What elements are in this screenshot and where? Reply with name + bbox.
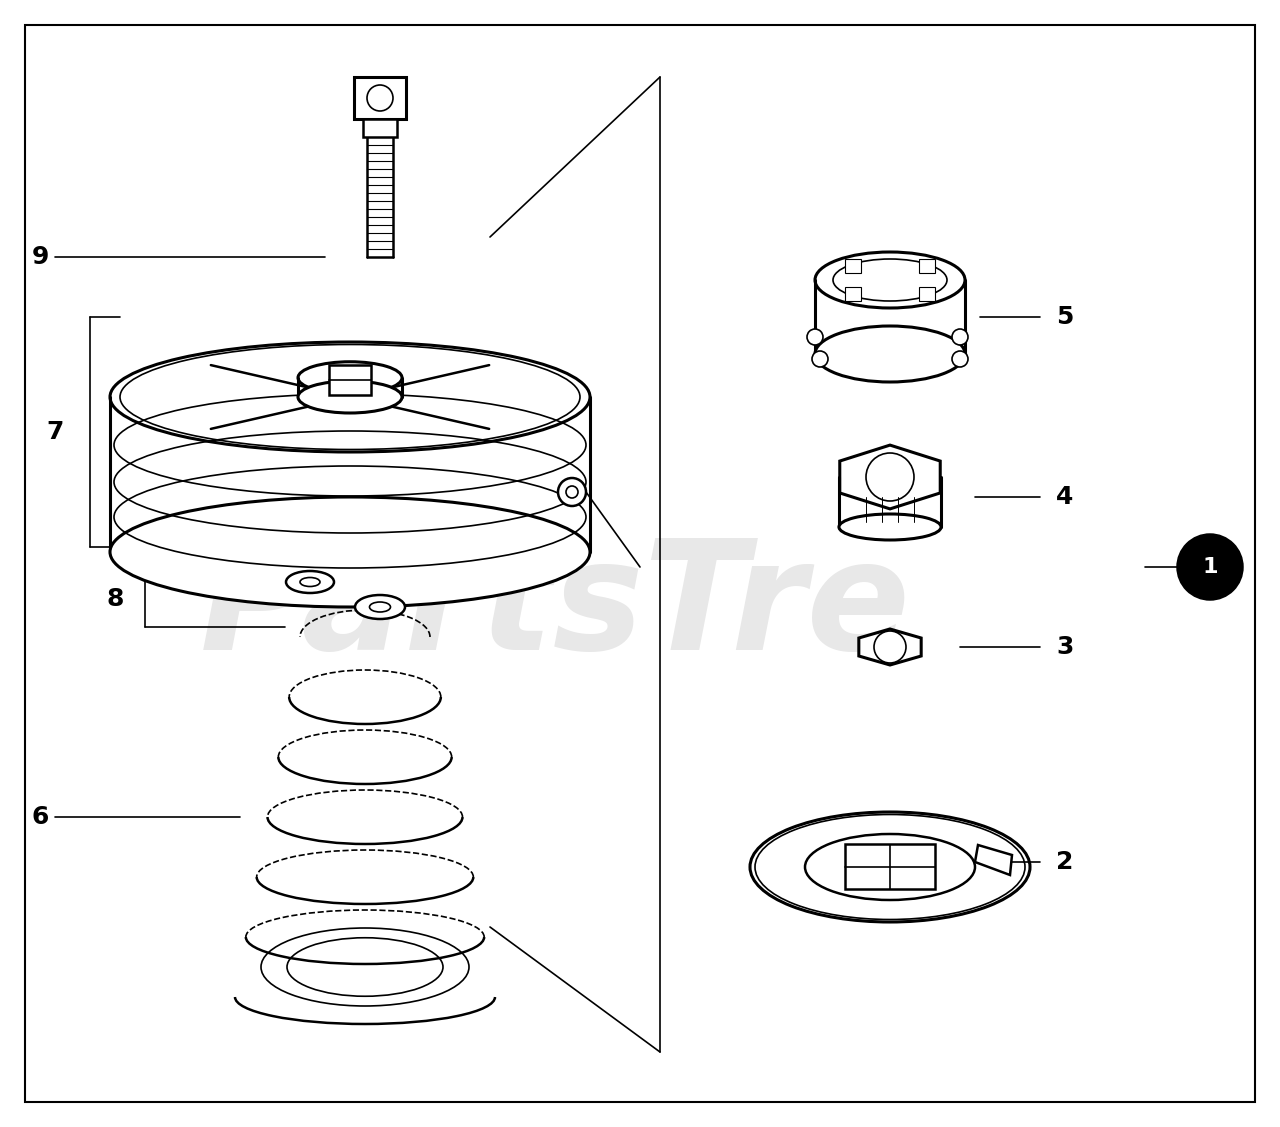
Bar [845, 844, 934, 889]
Text: 8: 8 [106, 587, 124, 611]
Ellipse shape [838, 514, 941, 540]
Ellipse shape [110, 341, 590, 452]
Ellipse shape [355, 595, 404, 619]
Polygon shape [859, 629, 922, 665]
Polygon shape [975, 845, 1012, 875]
Circle shape [566, 486, 579, 498]
Text: 9: 9 [31, 245, 49, 269]
Circle shape [367, 85, 393, 110]
Ellipse shape [285, 571, 334, 593]
Ellipse shape [805, 834, 975, 900]
Circle shape [806, 329, 823, 345]
Text: 1: 1 [1202, 557, 1217, 577]
Ellipse shape [815, 252, 965, 308]
Text: 3: 3 [1056, 635, 1074, 659]
Circle shape [812, 350, 828, 367]
Circle shape [1178, 535, 1242, 598]
Bar [364, 119, 397, 137]
Ellipse shape [815, 326, 965, 382]
Text: 6: 6 [31, 805, 49, 829]
Circle shape [558, 478, 586, 506]
Ellipse shape [298, 362, 402, 393]
Text: 2: 2 [1056, 850, 1074, 875]
Bar [845, 287, 861, 301]
Ellipse shape [750, 811, 1030, 922]
Bar [845, 259, 861, 273]
Ellipse shape [370, 602, 390, 612]
Text: 4: 4 [1056, 485, 1074, 509]
Ellipse shape [300, 577, 320, 586]
Bar [355, 77, 406, 119]
Text: 5: 5 [1056, 305, 1074, 329]
Text: PartsTre: PartsTre [200, 532, 911, 682]
Circle shape [952, 329, 968, 345]
Ellipse shape [110, 497, 590, 607]
Polygon shape [840, 445, 941, 509]
Bar [919, 287, 936, 301]
Ellipse shape [298, 381, 402, 412]
Text: 7: 7 [46, 420, 64, 444]
Bar [919, 259, 936, 273]
Circle shape [952, 350, 968, 367]
Bar [329, 365, 371, 394]
